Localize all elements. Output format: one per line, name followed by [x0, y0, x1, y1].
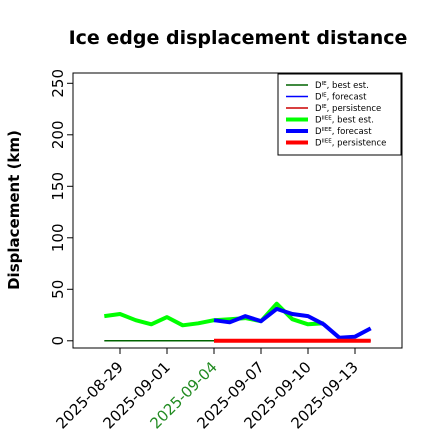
series-layer	[104, 301, 372, 343]
legend-label: DIE, persistence	[315, 104, 381, 114]
series-line	[213, 306, 372, 340]
legend-label: DIE, forecast	[315, 93, 367, 103]
y-axis-label: Displacement (km)	[5, 130, 23, 290]
y-tick-label: 0	[49, 336, 67, 346]
legend-label: DIIEE, forecast	[315, 127, 372, 137]
legend-label: DIIEE, best est.	[315, 116, 374, 126]
chart-title: Ice edge displacement distance	[69, 27, 408, 49]
legend-label: DIE, best est.	[315, 81, 369, 91]
y-tick-label: 100	[49, 223, 67, 252]
plot-frame	[72, 72, 403, 349]
y-tick-label: 150	[49, 172, 67, 201]
y-tick-label: 200	[49, 120, 67, 149]
y-tick-label: 50	[49, 280, 67, 299]
legend-label: DIIEE, persistence	[315, 139, 386, 149]
y-tick-label: 250	[49, 69, 67, 98]
